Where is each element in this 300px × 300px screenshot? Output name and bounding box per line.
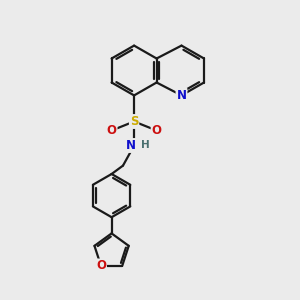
- Text: O: O: [106, 124, 117, 137]
- Text: O: O: [152, 124, 162, 137]
- Text: N: N: [126, 139, 136, 152]
- Text: H: H: [141, 140, 150, 151]
- Text: N: N: [176, 89, 187, 102]
- Text: S: S: [130, 115, 138, 128]
- Text: O: O: [96, 260, 106, 272]
